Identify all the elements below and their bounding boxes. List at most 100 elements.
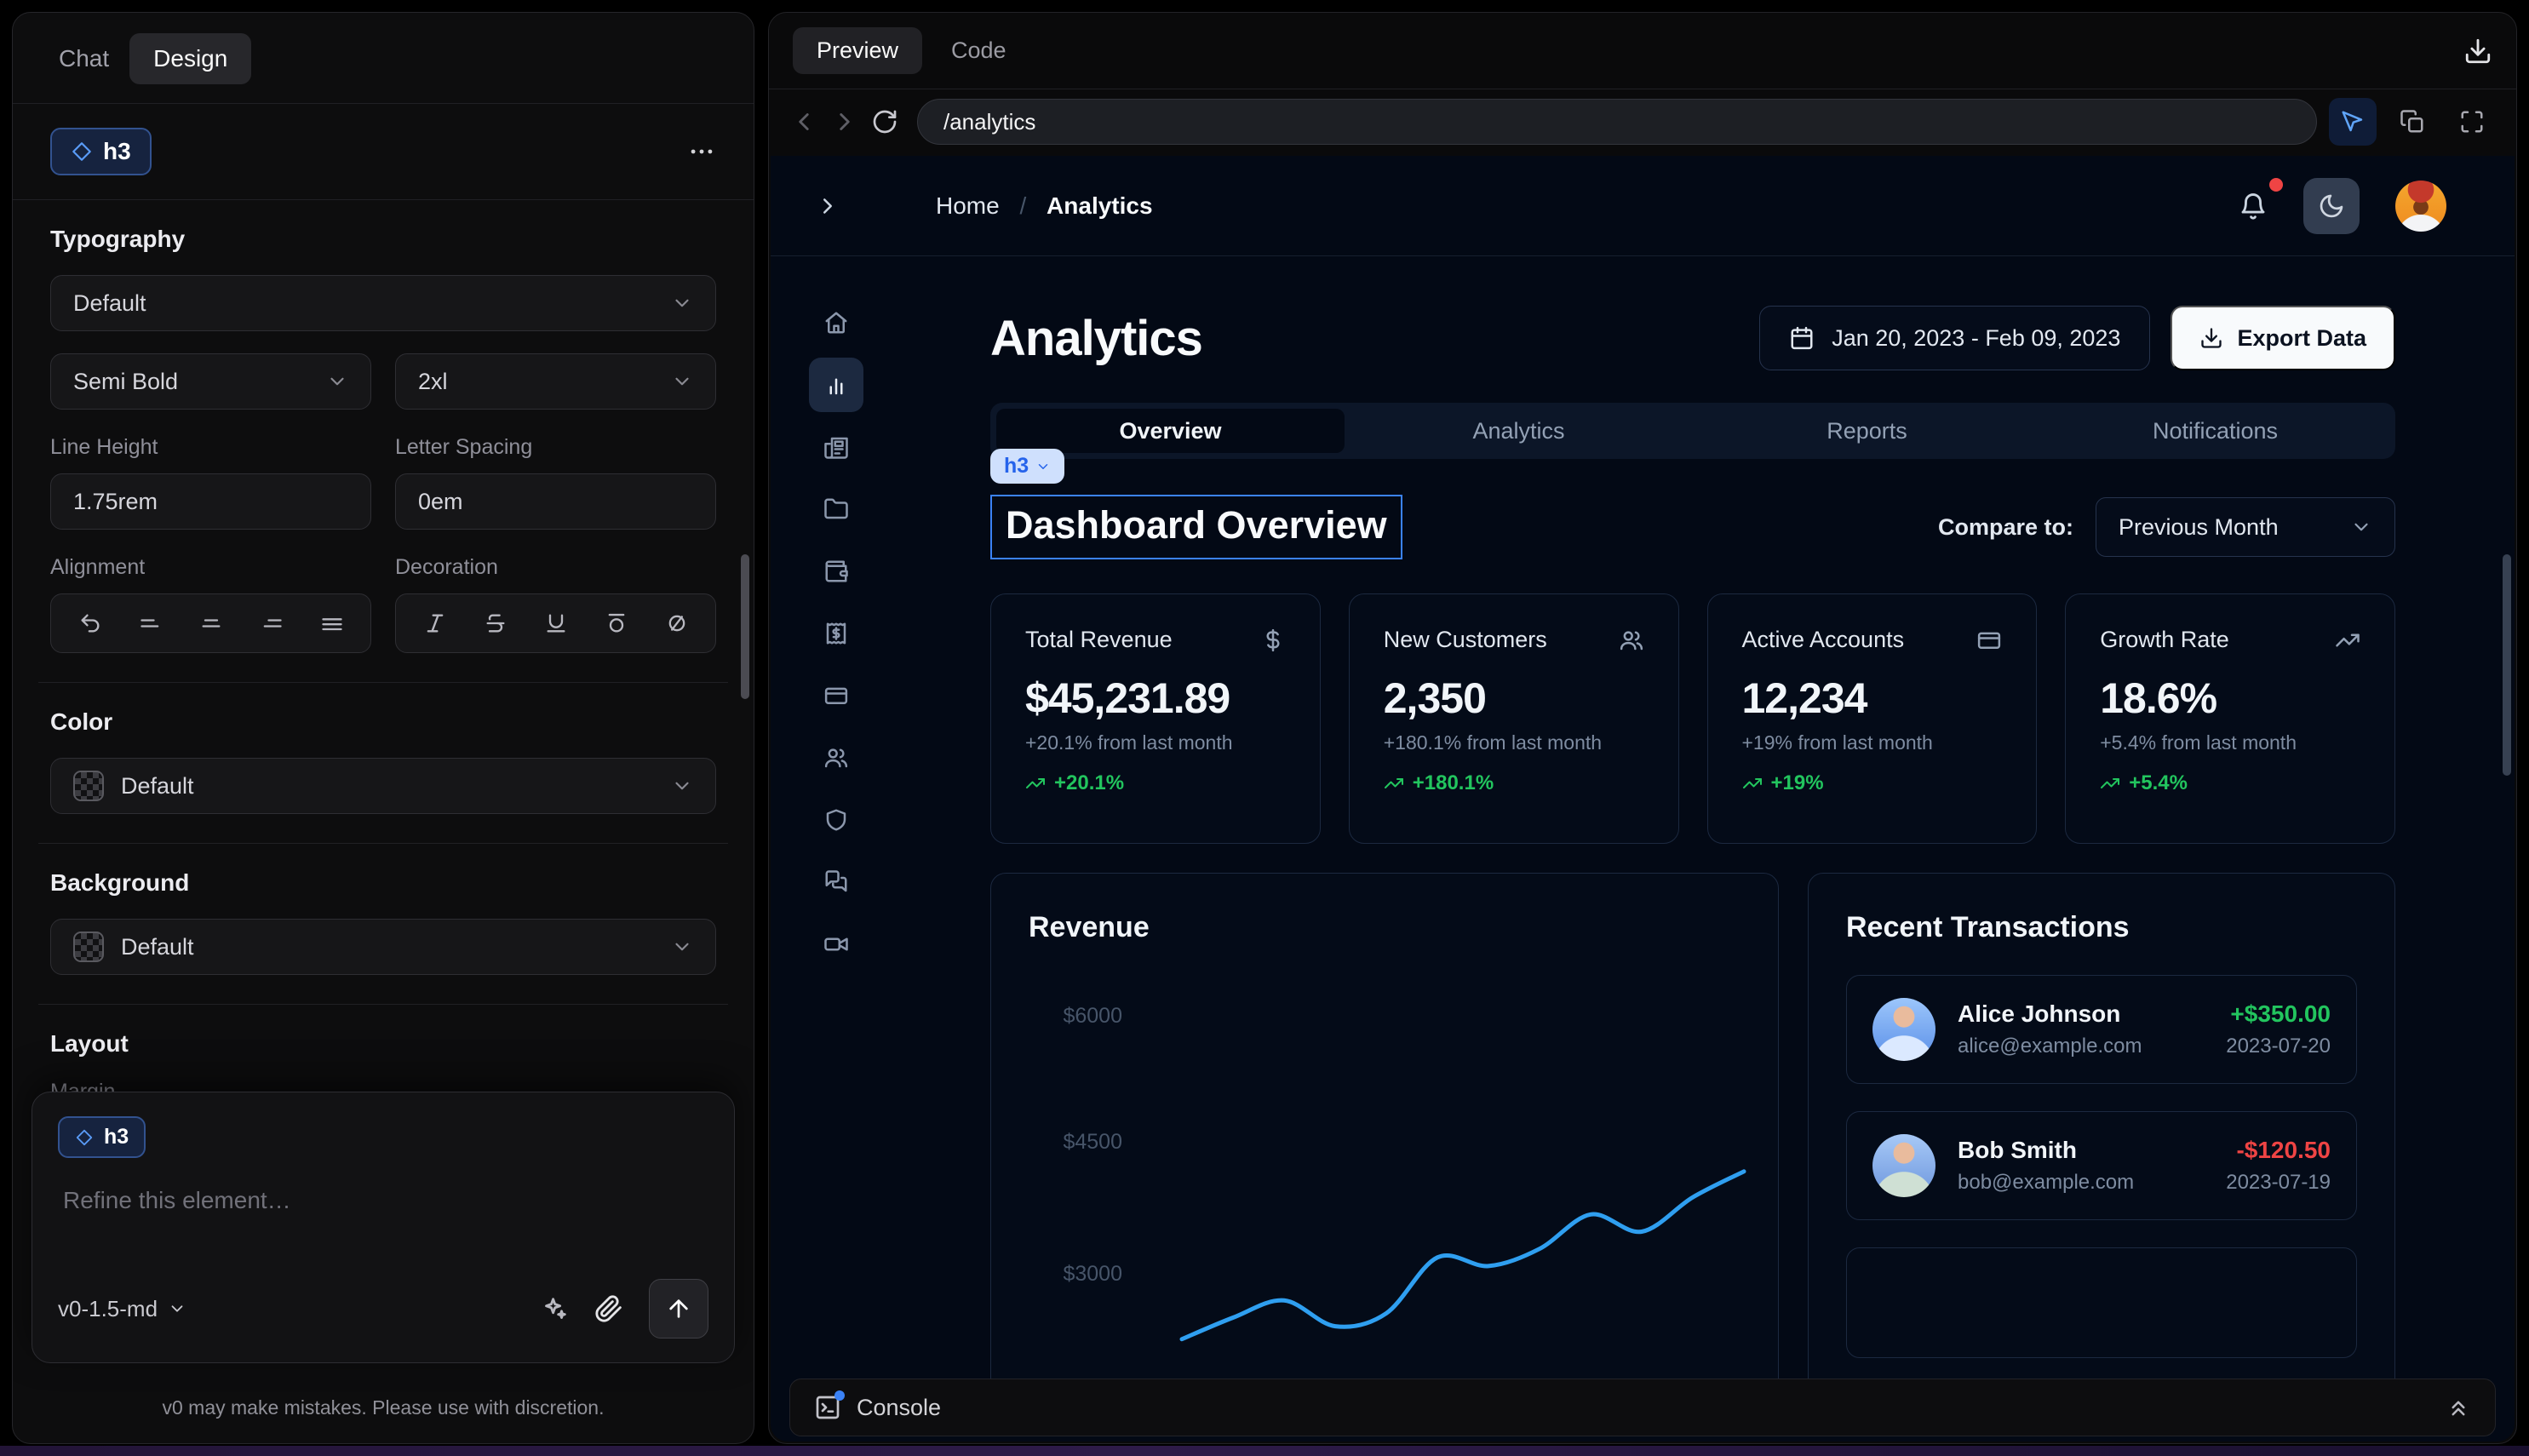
- underline-icon[interactable]: [544, 611, 568, 635]
- align-right-icon[interactable]: [260, 611, 284, 635]
- console-badge-dot: [834, 1390, 845, 1401]
- sidebar-item-news[interactable]: [809, 420, 863, 474]
- bar-chart-icon: [823, 372, 849, 398]
- sidebar-item-wallet[interactable]: [809, 544, 863, 599]
- inspect-tool-button[interactable]: [2329, 98, 2377, 146]
- model-select[interactable]: v0-1.5-md: [58, 1296, 186, 1322]
- sidebar-item-home[interactable]: [809, 295, 863, 350]
- no-decoration-icon[interactable]: [665, 611, 689, 635]
- send-button[interactable]: [649, 1279, 708, 1338]
- attach-button[interactable]: [594, 1294, 623, 1323]
- tab-notifications[interactable]: Notifications: [2041, 409, 2389, 453]
- forward-button[interactable]: [830, 107, 859, 136]
- sidebar-item-messages[interactable]: [809, 855, 863, 909]
- tab-preview[interactable]: Preview: [793, 27, 922, 74]
- stat-card-total-revenue: Total Revenue $45,231.89 +20.1% from las…: [990, 593, 1321, 844]
- theme-toggle-button[interactable]: [2303, 178, 2360, 234]
- sidebar-item-video[interactable]: [809, 917, 863, 972]
- color-section: Color Default: [38, 683, 728, 844]
- newspaper-icon: [823, 434, 849, 460]
- chevron-down-icon: [671, 936, 693, 958]
- compare-select[interactable]: Previous Month: [2096, 497, 2395, 557]
- users-icon: [1619, 628, 1644, 653]
- stat-card-new-customers: New Customers 2,350 +180.1% from last mo…: [1349, 593, 1679, 844]
- fullscreen-button[interactable]: [2448, 98, 2496, 146]
- transaction-date: 2023-07-20: [2226, 1035, 2331, 1058]
- sidebar-item-analytics[interactable]: [809, 358, 863, 412]
- align-left-icon[interactable]: [139, 611, 163, 635]
- tab-analytics[interactable]: Analytics: [1345, 409, 1693, 453]
- analytics-dashboard: Home / Analytics: [771, 156, 2515, 1442]
- tab-code[interactable]: Code: [944, 27, 1013, 74]
- background-title: Background: [50, 869, 716, 897]
- transactions-card: Recent Transactions Alice Johnson alice@…: [1808, 873, 2395, 1401]
- color-select[interactable]: Default: [50, 758, 716, 814]
- tab-chat[interactable]: Chat: [50, 33, 118, 84]
- chevron-down-icon: [671, 292, 693, 314]
- chevron-right-icon: [815, 193, 840, 219]
- sidebar-item-users[interactable]: [809, 731, 863, 785]
- back-button[interactable]: [789, 107, 818, 136]
- tab-design[interactable]: Design: [129, 33, 251, 84]
- panel-scrollbar[interactable]: [741, 554, 749, 699]
- revenue-line-svg: [1182, 965, 1744, 1365]
- font-weight-select[interactable]: Semi Bold: [50, 353, 371, 410]
- font-family-select[interactable]: Default: [50, 275, 716, 331]
- strikethrough-icon[interactable]: [484, 611, 508, 635]
- chevron-down-icon: [2350, 516, 2372, 538]
- sidebar-item-cards[interactable]: [809, 668, 863, 723]
- user-avatar[interactable]: [2395, 181, 2446, 232]
- composer-element-badge[interactable]: h3: [58, 1116, 146, 1158]
- copy-button[interactable]: [2388, 98, 2436, 146]
- console-bar[interactable]: Console: [789, 1379, 2496, 1436]
- date-range-button[interactable]: Jan 20, 2023 - Feb 09, 2023: [1759, 306, 2150, 370]
- messages-icon: [823, 869, 849, 895]
- transaction-date: 2023-07-19: [2226, 1171, 2331, 1195]
- dollar-sign-icon: [1260, 628, 1286, 653]
- chevron-down-icon: [671, 775, 693, 797]
- line-height-input[interactable]: 1.75rem: [50, 473, 371, 530]
- italic-icon[interactable]: [423, 611, 447, 635]
- selected-element-chip[interactable]: h3: [990, 449, 1064, 484]
- trend-up-icon: [1025, 773, 1046, 794]
- stat-subtitle: +20.1% from last month: [1025, 731, 1286, 754]
- sidebar-item-security[interactable]: [809, 793, 863, 847]
- transaction-name: Bob Smith: [1958, 1137, 2204, 1164]
- breadcrumb-home[interactable]: Home: [936, 192, 1000, 219]
- undo-icon[interactable]: [78, 611, 102, 635]
- background-swatch-icon: [73, 931, 104, 962]
- expand-console-button[interactable]: [2446, 1395, 2471, 1420]
- bell-icon: [2239, 192, 2268, 221]
- credit-card-icon: [823, 683, 849, 708]
- chevron-down-icon: [671, 370, 693, 393]
- notifications-button[interactable]: [2239, 192, 2268, 221]
- export-data-button[interactable]: Export Data: [2171, 306, 2395, 370]
- preview-scrollbar[interactable]: [2503, 554, 2511, 776]
- tab-reports[interactable]: Reports: [1693, 409, 2041, 453]
- selection-outline: Dashboard Overview: [990, 495, 1402, 559]
- sidebar-item-files[interactable]: [809, 482, 863, 536]
- letter-spacing-input[interactable]: 0em: [395, 473, 716, 530]
- align-center-icon[interactable]: [199, 611, 223, 635]
- diamond-icon: [71, 140, 93, 163]
- background-select[interactable]: Default: [50, 919, 716, 975]
- tab-overview[interactable]: Overview: [996, 409, 1345, 453]
- refresh-button[interactable]: [871, 108, 898, 135]
- sidebar-toggle-button[interactable]: [815, 193, 840, 219]
- overline-icon[interactable]: [605, 611, 628, 635]
- stat-card-growth-rate: Growth Rate 18.6% +5.4% from last month …: [2065, 593, 2395, 844]
- enhance-prompt-button[interactable]: [540, 1294, 569, 1323]
- element-badge-h3[interactable]: h3: [50, 128, 152, 175]
- element-menu-button[interactable]: [687, 137, 716, 166]
- url-input[interactable]: /analytics: [917, 99, 2317, 145]
- download-button[interactable]: [2463, 37, 2492, 66]
- font-size-select[interactable]: 2xl: [395, 353, 716, 410]
- align-justify-icon[interactable]: [320, 611, 344, 635]
- stat-trend: +5.4%: [2100, 771, 2360, 795]
- dashboard-main: Analytics Jan 20, 2023 - Feb 09, 2023 Ex…: [990, 256, 2395, 1401]
- sidebar-item-billing[interactable]: [809, 606, 863, 661]
- refine-input[interactable]: Refine this element…: [63, 1187, 703, 1214]
- y-axis-tick: $3000: [1029, 1262, 1122, 1287]
- transaction-name: Alice Johnson: [1958, 1000, 2204, 1028]
- decoration-label: Decoration: [395, 555, 716, 580]
